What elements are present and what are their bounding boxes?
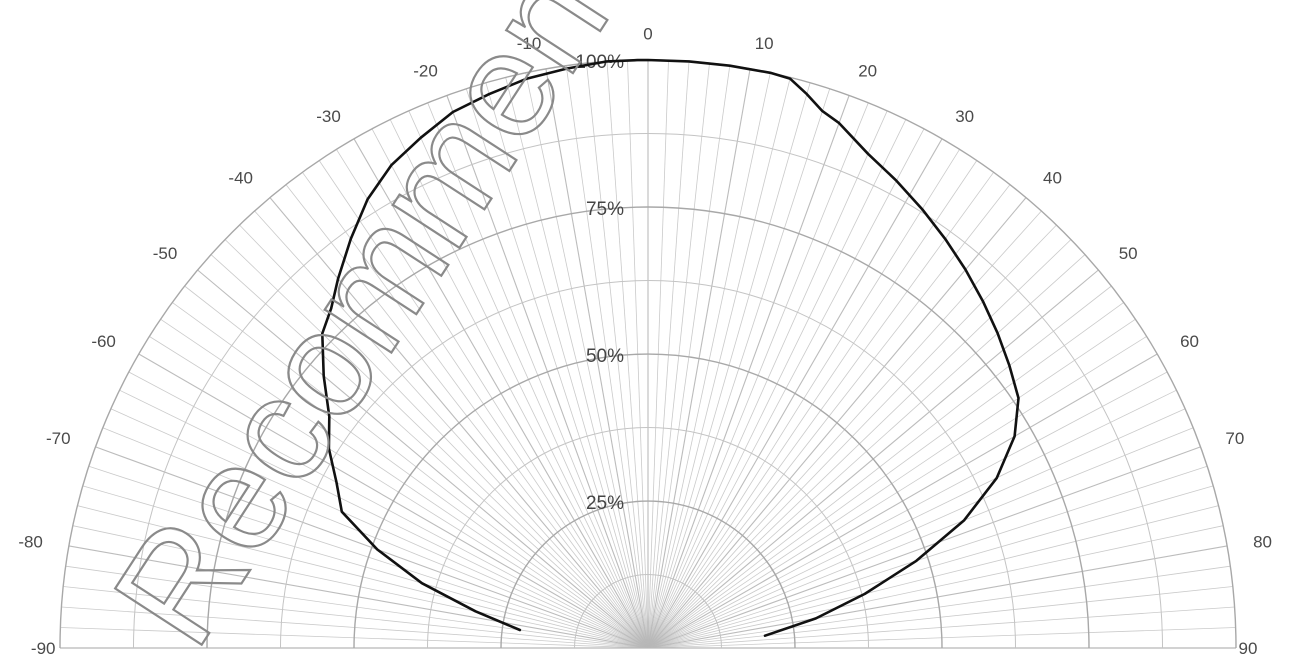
series-point (474, 610, 476, 612)
radial-tick-label: 75% (586, 199, 624, 220)
angle-tick-label: -70 (46, 429, 71, 448)
series-point (982, 300, 984, 302)
angle-tick-label: 0 (643, 25, 652, 44)
series-point (1017, 397, 1019, 399)
series-point (769, 72, 771, 74)
radial-tick-label: 25% (586, 493, 624, 514)
angle-tick-label: 70 (1225, 429, 1244, 448)
angle-tick-label: -20 (413, 62, 438, 81)
series-line (321, 58, 1020, 637)
series-point (647, 59, 649, 61)
series-point (688, 60, 690, 62)
angle-tick-label: -90 (31, 639, 56, 658)
series-point (806, 93, 808, 95)
series-point (996, 477, 998, 479)
radial-tick-labels: 25%50%75%100% (575, 52, 624, 514)
angle-tick-label: 20 (858, 62, 877, 81)
series-point (764, 635, 766, 637)
series-point (341, 511, 343, 513)
series-point (915, 560, 917, 562)
angle-tick-label: -40 (228, 168, 253, 187)
ring-gridline (353, 353, 943, 649)
series-point (996, 332, 998, 334)
angle-tick-label: -30 (316, 107, 341, 126)
angle-tick-label: 10 (755, 34, 774, 53)
series-point (963, 519, 965, 521)
angle-tick-label: -50 (153, 244, 178, 263)
series-point (815, 617, 817, 619)
series-point (921, 208, 923, 210)
series-point (864, 593, 866, 595)
series-point (1008, 364, 1010, 366)
angle-tick-label: 50 (1119, 244, 1138, 263)
ring-gridline (206, 206, 1090, 649)
ring-gridline (574, 574, 722, 649)
radial-tick-label: 50% (586, 346, 624, 367)
series-point (895, 180, 897, 182)
ring-gridline (500, 500, 796, 649)
series-point (867, 153, 869, 155)
series-point (421, 582, 423, 584)
series-point (789, 77, 791, 79)
series-point (729, 65, 731, 67)
series-point (1013, 435, 1015, 437)
ring-grid-lines (59, 59, 1237, 649)
angle-tick-label: -60 (91, 332, 116, 351)
series-point (944, 238, 946, 240)
angle-tick-label: 30 (955, 107, 974, 126)
angle-tick-labels: -90 -80 -70 -60 -50 -40 -30 -20 -10 0 10 20 30 40 50 60… (18, 25, 1272, 659)
ring-gridline (280, 280, 1016, 649)
series-layer (321, 58, 1020, 637)
angle-tick-label: 60 (1180, 332, 1199, 351)
series-point (964, 268, 966, 270)
series-point (376, 548, 378, 550)
angle-tick-label: -80 (18, 532, 43, 551)
series-point (637, 59, 639, 61)
ring-gridline (427, 427, 869, 649)
series-point (838, 122, 840, 124)
series-point (519, 629, 521, 631)
angle-tick-label: -10 (517, 34, 542, 53)
angle-tick-label: 90 (1239, 639, 1258, 658)
ring-gridline (133, 133, 1163, 649)
watermark-text: Recommended fo (81, 0, 867, 660)
angle-tick-label: 40 (1043, 168, 1062, 187)
angle-tick-label: 80 (1253, 532, 1272, 551)
series-point (821, 110, 823, 112)
